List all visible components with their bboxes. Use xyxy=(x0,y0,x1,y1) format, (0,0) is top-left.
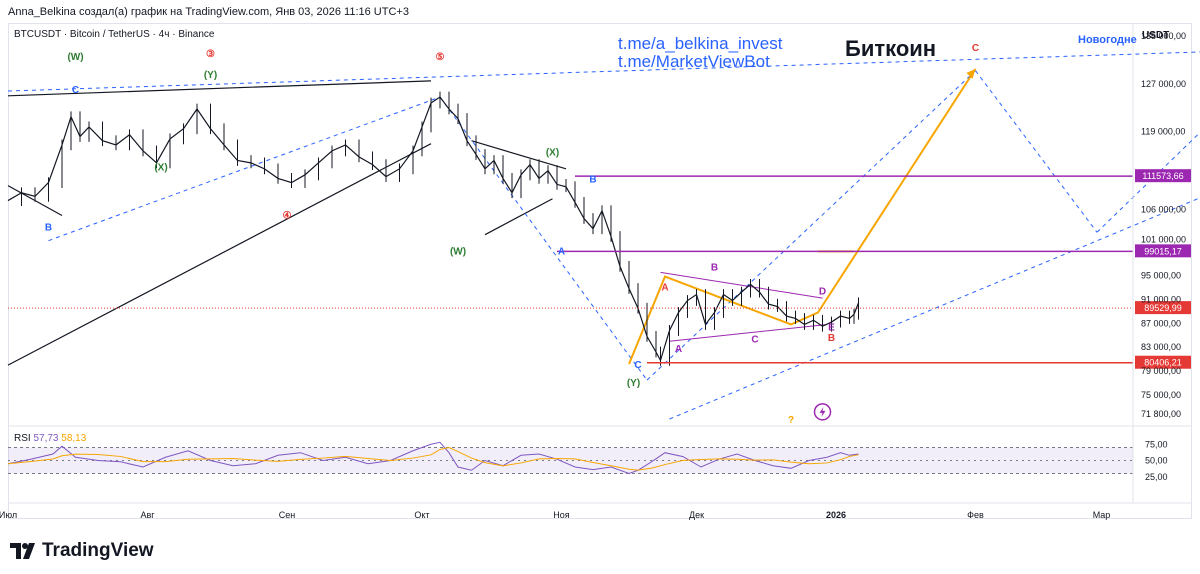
y-tick-label: 71 800,00 xyxy=(1141,409,1181,419)
level-label-box xyxy=(1135,301,1191,315)
y-tick-label: 87 000,00 xyxy=(1141,318,1181,328)
wave-label: E xyxy=(828,322,835,333)
rsi-tick-label: 75,00 xyxy=(1145,439,1168,449)
wave-label: A xyxy=(558,246,565,257)
dashed-projection-up xyxy=(646,70,976,381)
telegram-link-2: t.me/MarketViewBot xyxy=(618,52,770,71)
chart-title: Биткоин xyxy=(845,36,937,61)
wave-label: (Y) xyxy=(627,378,640,389)
x-tick-label: Мар xyxy=(1093,510,1111,520)
price-line xyxy=(7,96,860,362)
new-year-note: Новогодне xyxy=(1078,34,1137,46)
dashed-channel-top xyxy=(7,51,1200,92)
level-label-box xyxy=(1135,244,1191,258)
rsi-name: RSI xyxy=(14,433,31,444)
wave-label: (X) xyxy=(546,148,559,159)
level-label: 89529,99 xyxy=(1144,303,1182,313)
trend-line-top xyxy=(7,80,432,97)
y-tick-label: 91 000,00 xyxy=(1141,294,1181,304)
rsi-tick-label: 50,00 xyxy=(1145,456,1168,466)
y-tick-label: 95 000,00 xyxy=(1141,270,1181,280)
rsi-label[interactable]: RSI 57,73 58,13 xyxy=(14,433,86,444)
wave-label: ? xyxy=(788,415,794,426)
x-tick-label: Фев xyxy=(967,510,984,520)
logo-text: TradingView xyxy=(42,540,154,561)
wave-label: ⑤ xyxy=(436,52,445,63)
wave-label: C xyxy=(72,85,79,96)
wave-label: (W) xyxy=(450,246,466,257)
wave-label: ③ xyxy=(206,49,215,60)
wave-label: A xyxy=(675,344,682,355)
triangle-upper xyxy=(660,271,823,299)
chart-attribution: Anna_Belkina создал(а) график на Trading… xyxy=(8,6,409,18)
x-tick-label: Июл xyxy=(0,510,17,520)
triangle-lower xyxy=(669,323,828,342)
tradingview-logo-icon xyxy=(10,543,35,559)
lightning-glyph xyxy=(819,406,826,417)
y-tick-label: 127 000,00 xyxy=(1141,79,1186,89)
orange-projection xyxy=(628,68,977,365)
wave-label: C xyxy=(972,43,979,54)
x-tick-label: Окт xyxy=(414,510,429,520)
x-tick-label: Ноя xyxy=(553,510,570,520)
wave-label: (X) xyxy=(154,163,167,174)
wave-label: (Y) xyxy=(204,70,217,81)
dashed-decline xyxy=(439,96,648,381)
telegram-link-1: t.me/a_belkina_invest xyxy=(618,34,783,53)
symbol-info[interactable]: BTCUSDT · Bitcoin / TetherUS · 4ч · Bina… xyxy=(14,29,215,40)
currency-label[interactable]: USDT xyxy=(1142,30,1170,41)
wave-label: (W) xyxy=(67,52,83,63)
wave-label: B xyxy=(45,222,52,233)
dashed-channel-left xyxy=(48,96,441,242)
y-tick-label: 79 000,00 xyxy=(1141,366,1181,376)
wave-label: B xyxy=(589,175,596,186)
level-label: 99015,17 xyxy=(1144,246,1182,256)
rsi-line xyxy=(7,441,859,475)
dashed-projection-final xyxy=(1096,131,1200,233)
wave-label: B xyxy=(711,263,718,274)
trend-line-lower xyxy=(7,143,432,366)
x-tick-label: Сен xyxy=(279,510,296,520)
level-label-box xyxy=(1135,169,1191,183)
dashed-long-support xyxy=(669,197,1200,420)
y-tick-label: 75 000,00 xyxy=(1141,390,1181,400)
rsi-ma-line xyxy=(7,446,859,471)
wave-label: B xyxy=(828,333,835,344)
wave-label: A xyxy=(661,282,668,293)
y-tick-label: 106 000,00 xyxy=(1141,205,1186,215)
y-tick-label: 83 000,00 xyxy=(1141,342,1181,352)
wave-label: C xyxy=(751,334,758,345)
orange-arrow-head xyxy=(966,68,976,79)
rsi-ma-value: 58,13 xyxy=(61,433,87,444)
trend-line-x xyxy=(471,140,567,170)
level-label-box xyxy=(1135,355,1191,369)
tradingview-logo[interactable]: TradingView xyxy=(10,540,154,562)
x-tick-label: Авг xyxy=(140,510,155,520)
y-tick-label: 135 000,00 xyxy=(1141,31,1186,41)
x-tick-label: 2026 xyxy=(826,510,846,520)
rsi-value: 57,73 xyxy=(33,433,59,444)
x-tick-label: Дек xyxy=(689,510,704,520)
trend-line-w xyxy=(484,198,553,236)
level-label: 111573,66 xyxy=(1142,171,1183,181)
chart-frame xyxy=(8,23,1192,519)
wave-label: C xyxy=(634,360,641,371)
y-tick-label: 101 000,00 xyxy=(1141,234,1186,244)
level-label: 80406,21 xyxy=(1144,358,1182,368)
y-tick-label: 119 000,00 xyxy=(1141,127,1185,137)
wave-label: ④ xyxy=(283,211,292,222)
dashed-projection-down xyxy=(975,70,1098,233)
wave-label: D xyxy=(819,287,826,298)
rsi-tick-label: 25,00 xyxy=(1145,472,1168,482)
